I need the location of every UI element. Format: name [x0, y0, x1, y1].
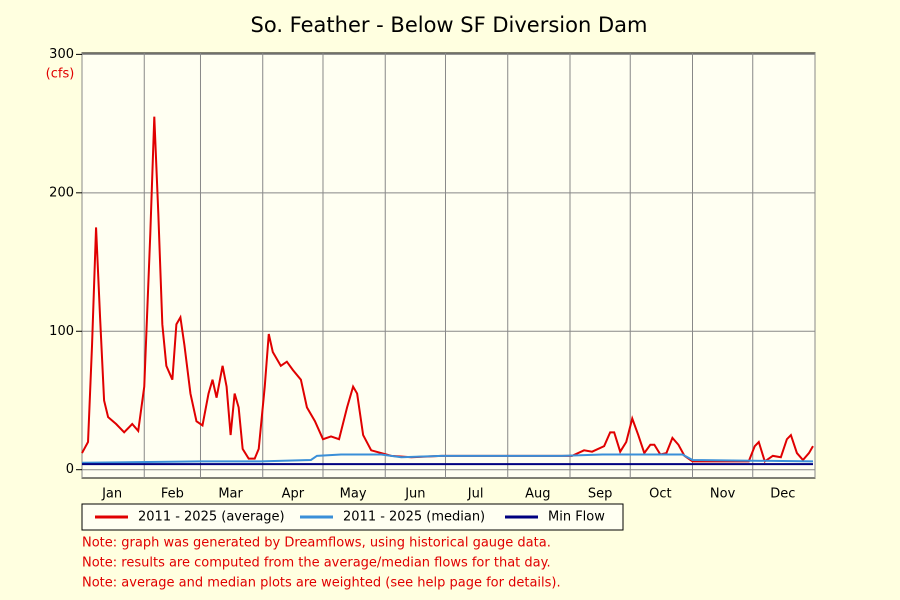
x-tick-label: Dec	[770, 487, 795, 502]
x-tick-label: Mar	[218, 487, 243, 502]
note: Note: average and median plots are weigh…	[82, 576, 561, 591]
note: Note: results are computed from the aver…	[82, 556, 551, 571]
legend-label: 2011 - 2025 (median)	[343, 510, 485, 525]
chart-title: So. Feather - Below SF Diversion Dam	[251, 13, 648, 37]
series-line	[81, 453, 814, 464]
y-tick-label: 300	[49, 47, 74, 62]
x-tick-label: Jun	[404, 487, 425, 502]
note: Note: graph was generated by Dreamflows,…	[82, 536, 551, 551]
x-tick-label: Jul	[467, 487, 484, 502]
legend-label: 2011 - 2025 (average)	[138, 510, 285, 525]
x-tick-label: Oct	[649, 487, 671, 502]
x-tick-label: Sep	[588, 487, 613, 502]
x-tick-label: Feb	[161, 487, 184, 502]
y-tick-label: 0	[66, 462, 74, 477]
y-tick-label: 100	[49, 324, 74, 339]
legend-label: Min Flow	[548, 510, 605, 525]
y-tick-label: 200	[49, 185, 74, 200]
series-line	[81, 116, 814, 463]
x-tick-label: Apr	[282, 487, 305, 502]
x-tick-label: May	[340, 487, 367, 502]
x-tick-label: Aug	[525, 487, 550, 502]
x-tick-label: Jan	[101, 487, 122, 502]
y-unit: (cfs)	[46, 67, 75, 82]
plot-area	[81, 52, 816, 479]
x-tick-label: Nov	[710, 487, 736, 502]
